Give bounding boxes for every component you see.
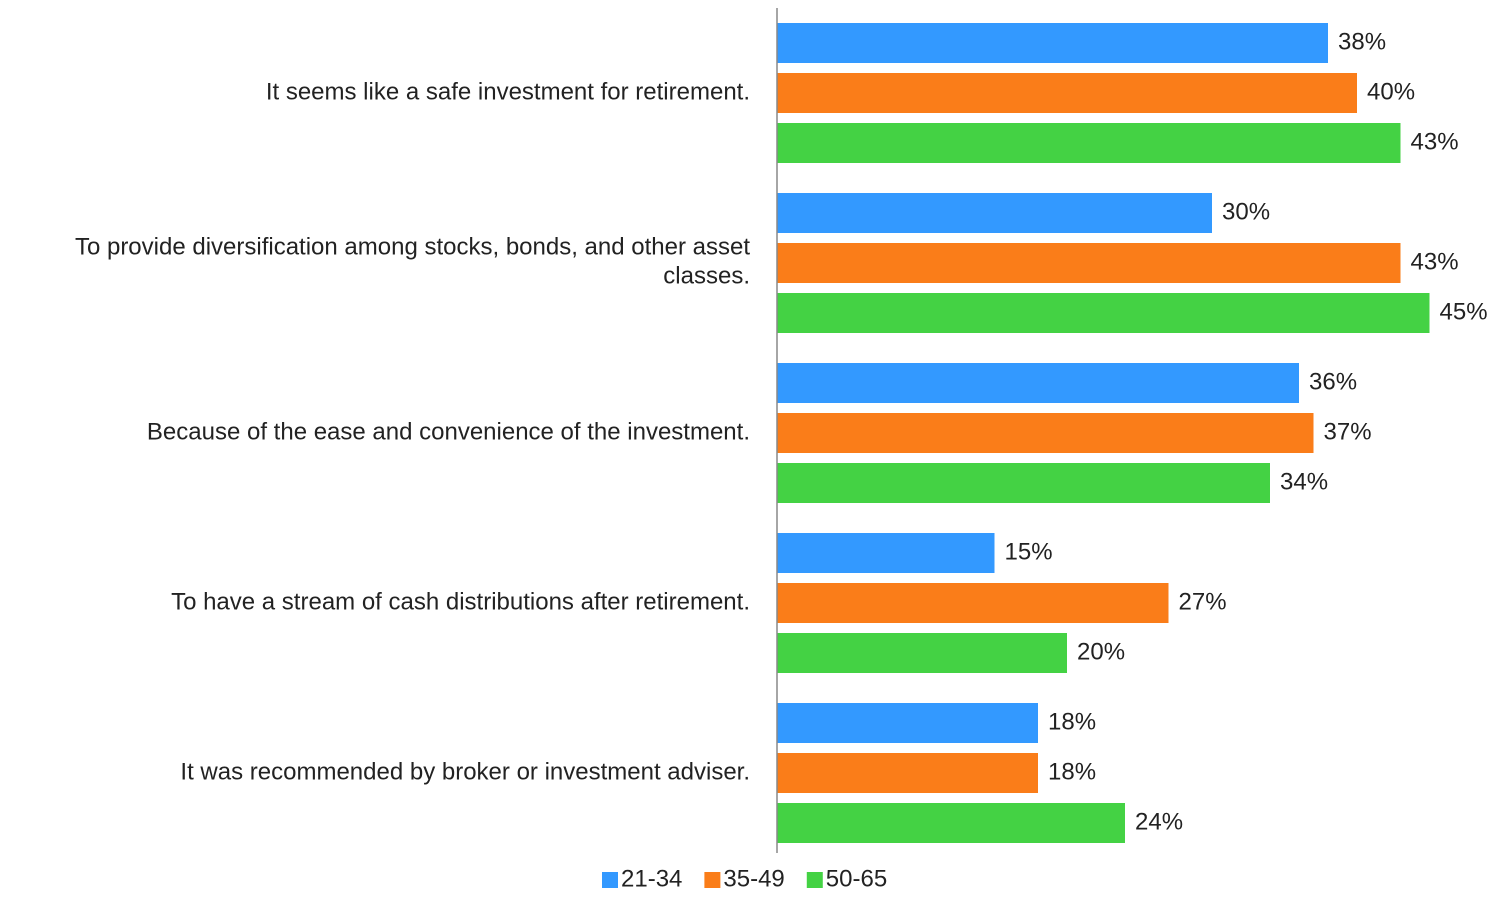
category-label-line: classes. <box>663 263 750 290</box>
legend-label: 50-65 <box>826 865 887 892</box>
data-label: 18% <box>1048 758 1096 785</box>
bar <box>777 123 1401 163</box>
data-label: 43% <box>1411 128 1459 155</box>
bar <box>777 533 995 573</box>
bar <box>777 73 1357 113</box>
data-label: 30% <box>1222 198 1270 225</box>
data-label: 27% <box>1179 588 1227 615</box>
data-label: 38% <box>1338 28 1386 55</box>
bar <box>777 753 1038 793</box>
bar <box>777 463 1270 503</box>
bar <box>777 23 1328 63</box>
category-label: Because of the ease and convenience of t… <box>147 418 750 445</box>
category-label: To provide diversification among stocks,… <box>75 234 750 290</box>
data-label: 18% <box>1048 708 1096 735</box>
data-label: 34% <box>1280 468 1328 495</box>
bar <box>777 413 1314 453</box>
category-label-line: To provide diversification among stocks,… <box>75 234 750 261</box>
bar <box>777 193 1212 233</box>
legend-swatch <box>806 872 823 888</box>
legend-swatch <box>602 872 618 888</box>
category-label: It was recommended by broker or investme… <box>180 758 750 785</box>
data-label: 37% <box>1324 418 1372 445</box>
bar <box>777 293 1430 333</box>
data-label: 20% <box>1077 638 1125 665</box>
data-label: 43% <box>1411 248 1459 275</box>
bar <box>777 703 1038 743</box>
bar <box>777 583 1169 623</box>
bar <box>777 243 1401 283</box>
bar <box>777 633 1067 673</box>
legend-label: 21-34 <box>621 865 682 892</box>
category-label: It seems like a safe investment for reti… <box>266 78 750 105</box>
legend-label: 35-49 <box>723 865 784 892</box>
data-label: 24% <box>1135 808 1183 835</box>
bar <box>777 803 1125 843</box>
bar <box>777 363 1299 403</box>
legend-swatch <box>704 872 721 888</box>
data-label: 45% <box>1440 298 1488 325</box>
category-label: To have a stream of cash distributions a… <box>171 588 750 615</box>
data-label: 15% <box>1005 538 1053 565</box>
data-label: 40% <box>1367 78 1415 105</box>
data-label: 36% <box>1309 368 1357 395</box>
